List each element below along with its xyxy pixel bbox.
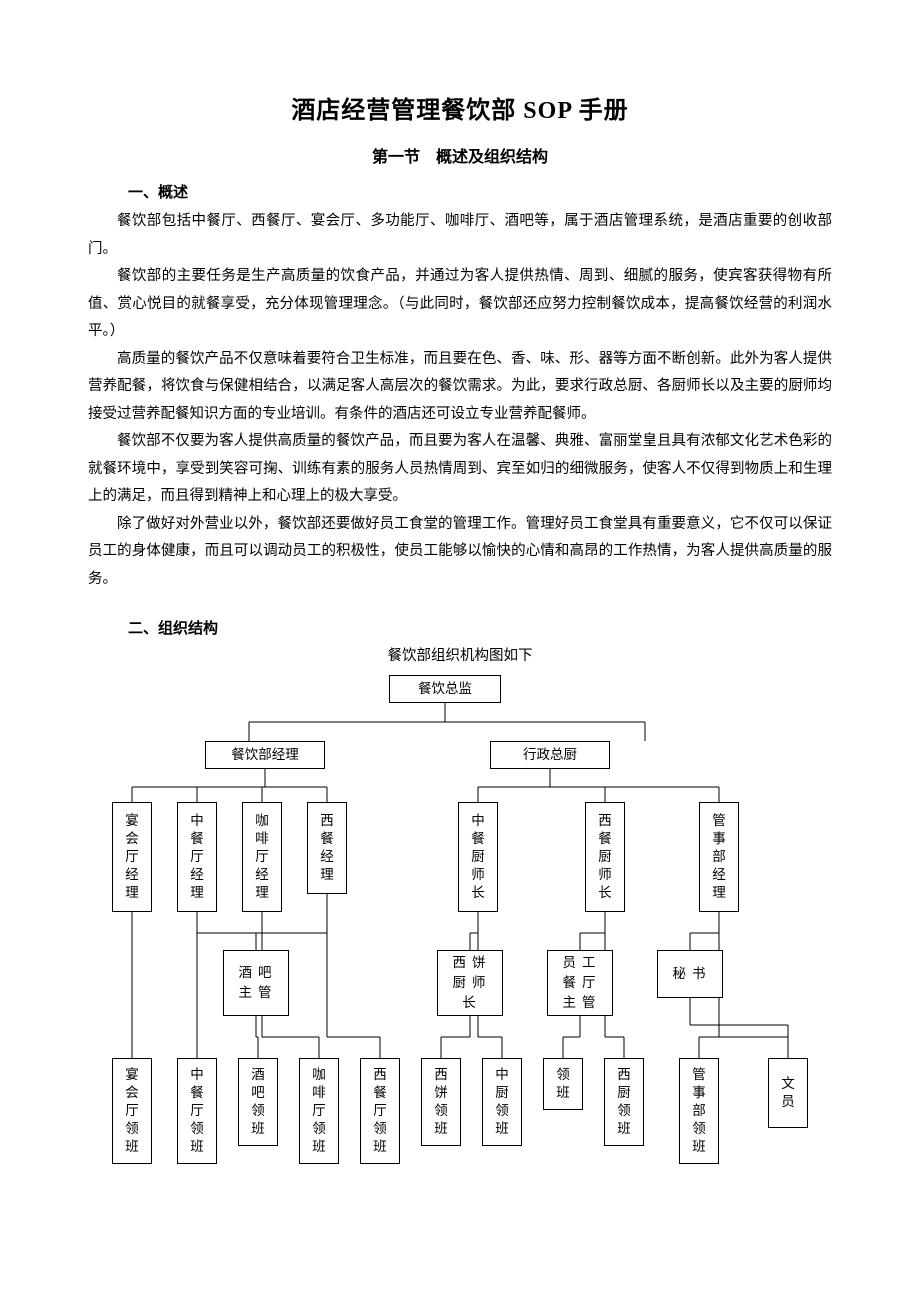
org-node: 西饼厨师长 <box>437 950 503 1016</box>
org-node: 中餐厨师长 <box>458 802 498 912</box>
org-node: 中餐厅领班 <box>177 1058 217 1164</box>
paragraph: 餐饮部的主要任务是生产高质量的饮食产品，并通过为客人提供热情、周到、细腻的服务，… <box>88 263 832 346</box>
org-node: 酒吧主管 <box>223 950 289 1016</box>
org-node: 咖啡厅领班 <box>299 1058 339 1164</box>
org-node: 员工餐厅主管 <box>547 950 613 1016</box>
org-node: 西餐厅领班 <box>360 1058 400 1164</box>
org-node: 酒吧领班 <box>238 1058 278 1146</box>
heading-overview: 一、概述 <box>128 181 832 202</box>
org-node: 西餐厨师长 <box>585 802 625 912</box>
org-node: 餐饮总监 <box>389 675 501 703</box>
org-node: 领班 <box>543 1058 583 1110</box>
heading-structure: 二、组织结构 <box>128 617 832 638</box>
org-node: 宴会厅领班 <box>112 1058 152 1164</box>
org-node: 宴会厅经理 <box>112 802 152 912</box>
chart-title: 餐饮部组织机构图如下 <box>88 644 832 665</box>
section-title: 第一节 概述及组织结构 <box>88 143 832 167</box>
org-node: 管事部领班 <box>679 1058 719 1164</box>
org-node: 秘书 <box>657 950 723 998</box>
paragraph: 餐饮部包括中餐厅、西餐厅、宴会厅、多功能厅、咖啡厅、酒吧等，属于酒店管理系统，是… <box>88 208 832 263</box>
org-node: 餐饮部经理 <box>205 741 325 769</box>
org-node: 管事部经理 <box>699 802 739 912</box>
org-node: 西厨领班 <box>604 1058 644 1146</box>
paragraph: 高质量的餐饮产品不仅意味着要符合卫生标准，而且要在色、香、味、形、器等方面不断创… <box>88 346 832 429</box>
org-node: 中餐厅经理 <box>177 802 217 912</box>
org-node: 西餐经理 <box>307 802 347 894</box>
org-chart: 餐饮总监餐饮部经理 行政总厨宴会厅经理中餐厅经理咖啡厅经理西餐经理 中餐厨师长 西餐厨… <box>88 675 832 1165</box>
org-node: 西饼领班 <box>421 1058 461 1146</box>
doc-title: 酒店经营管理餐饮部 SOP 手册 <box>88 90 832 125</box>
org-node: 行政总厨 <box>490 741 610 769</box>
org-node: 文员 <box>768 1058 808 1128</box>
org-node: 咖啡厅经理 <box>242 802 282 912</box>
paragraph: 餐饮部不仅要为客人提供高质量的餐饮产品，而且要为客人在温馨、典雅、富丽堂皇且具有… <box>88 428 832 511</box>
org-node: 中厨领班 <box>482 1058 522 1146</box>
paragraph: 除了做好对外营业以外，餐饮部还要做好员工食堂的管理工作。管理好员工食堂具有重要意… <box>88 511 832 594</box>
